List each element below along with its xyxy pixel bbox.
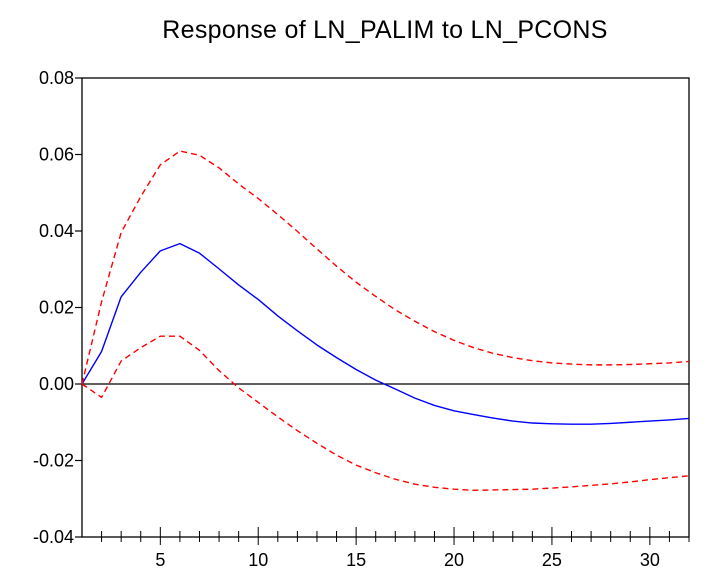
- y-tick-label: 0.00: [39, 374, 74, 394]
- x-tick-label: 5: [155, 550, 165, 570]
- x-tick-label: 30: [640, 550, 660, 570]
- y-tick-label: -0.04: [33, 527, 74, 547]
- y-tick-label: 0.08: [39, 68, 74, 88]
- y-tick-label: -0.02: [33, 451, 74, 471]
- y-tick-label: 0.06: [39, 145, 74, 165]
- y-axis: -0.04 -0.02 0.00 0.02 0.04 0.06 0.08: [33, 68, 82, 547]
- series-lower-line: [81, 335, 690, 492]
- y-tick-label: 0.04: [39, 221, 74, 241]
- series-response-line: [81, 242, 690, 425]
- chart-title: Response of LN_PALIM to LN_PCONS: [162, 16, 608, 44]
- series-upper-line: [81, 150, 690, 385]
- series-layer: [81, 150, 690, 492]
- x-tick-label: 20: [444, 550, 464, 570]
- y-tick-label: 0.02: [39, 298, 74, 318]
- x-tick-label: 10: [248, 550, 268, 570]
- plot-frame: [81, 77, 690, 538]
- x-tick-label: 25: [542, 550, 562, 570]
- x-axis: 5 10 15 20 25 30: [101, 527, 690, 570]
- x-tick-label: 15: [346, 550, 366, 570]
